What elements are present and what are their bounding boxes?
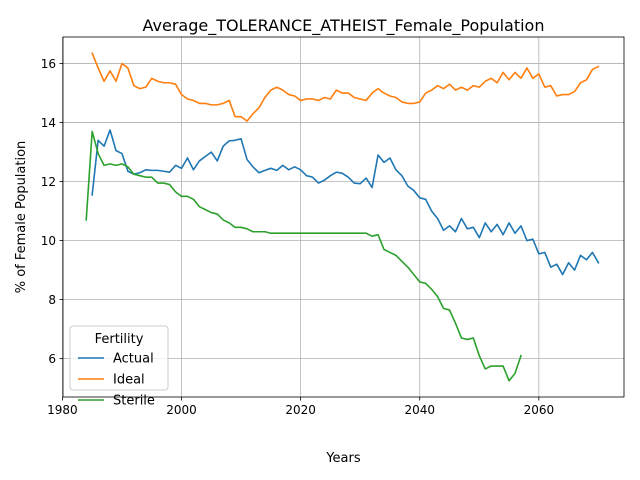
x-tick-label: 2020 <box>285 403 316 417</box>
x-tick-label: 1980 <box>47 403 78 417</box>
ticks: 1980 2000 2020 2040 2060 6 8 10 12 14 16 <box>41 57 554 417</box>
legend-label-actual: Actual <box>113 352 154 367</box>
y-tick-label: 14 <box>41 116 56 130</box>
axes-frame <box>62 36 625 398</box>
y-tick-label: 12 <box>41 175 56 189</box>
legend-box <box>69 325 169 391</box>
x-tick-label: 2000 <box>166 403 197 417</box>
y-axis-label: % of Female Population <box>14 141 29 294</box>
x-tick-label: 2040 <box>404 403 435 417</box>
series-line-sterile <box>85 130 522 382</box>
series-lines <box>85 52 600 382</box>
series-line-ideal <box>91 52 600 122</box>
legend: Fertility Actual Ideal Sterile <box>69 325 169 409</box>
y-tick-label: 10 <box>41 234 56 248</box>
y-tick-label: 8 <box>48 293 56 307</box>
legend-title: Fertility <box>95 332 144 347</box>
legend-items: Actual Ideal Sterile <box>78 352 155 409</box>
legend-label-ideal: Ideal <box>113 373 145 388</box>
y-tick-label: 6 <box>48 352 56 366</box>
y-tick-label: 16 <box>41 57 56 71</box>
series-line-actual <box>91 129 600 276</box>
x-axis-label: Years <box>325 451 361 466</box>
chart-title: Average_TOLERANCE_ATHEIST_Female_Populat… <box>143 16 545 36</box>
legend-label-sterile: Sterile <box>113 394 155 409</box>
x-tick-label: 2060 <box>524 403 555 417</box>
